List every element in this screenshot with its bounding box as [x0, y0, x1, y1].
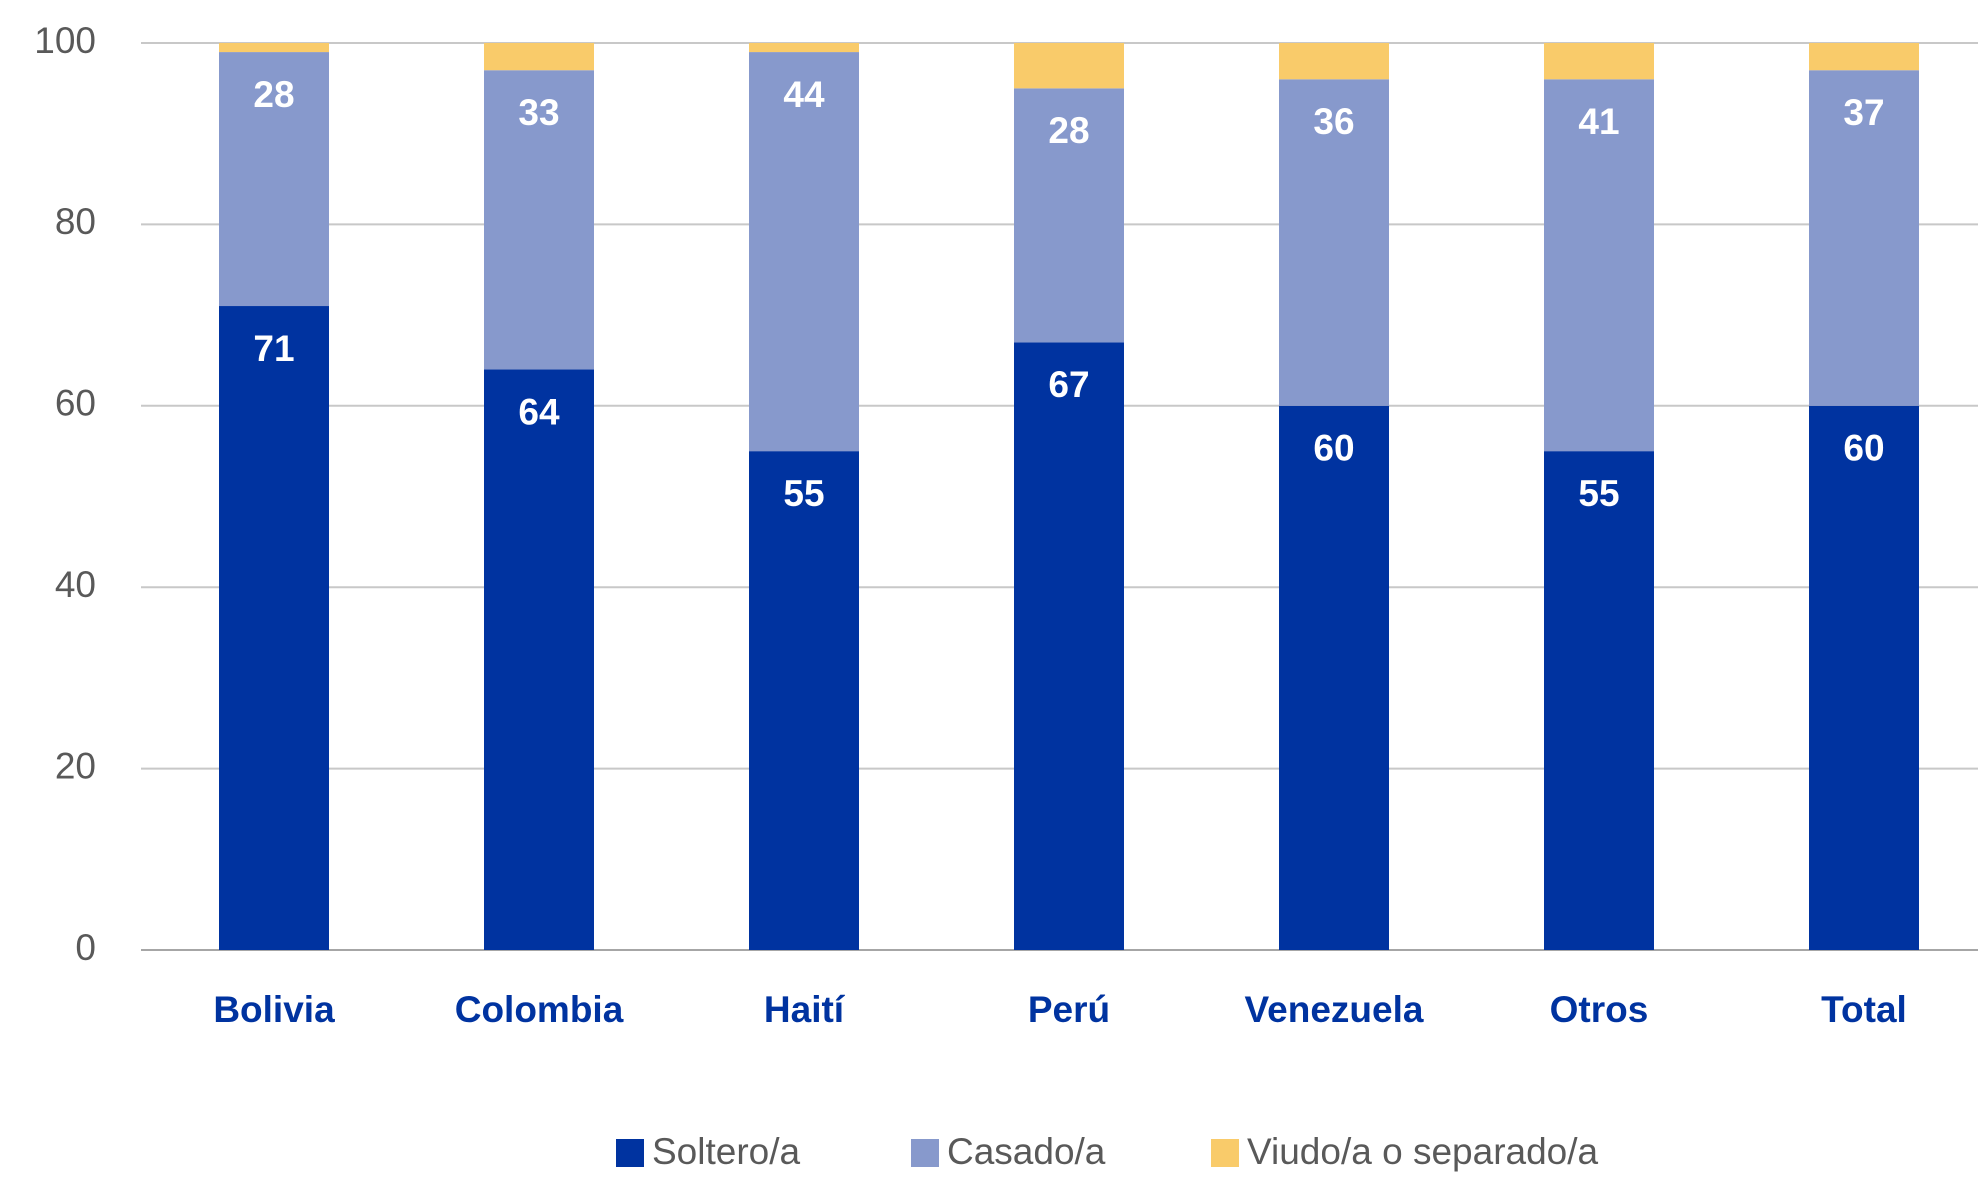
data-label: 37: [1843, 92, 1884, 133]
x-tick-label: Haití: [764, 989, 846, 1030]
bar-segment: [1279, 43, 1389, 80]
bar-segment: [1279, 79, 1389, 406]
legend-label: Soltero/a: [652, 1131, 801, 1172]
bar-segment: [1014, 342, 1124, 950]
x-tick-label: Colombia: [455, 989, 624, 1030]
bar-segment: [749, 52, 859, 452]
bar-segment: [749, 43, 859, 53]
bar-segment: [1544, 43, 1654, 80]
data-label: 36: [1313, 101, 1354, 142]
data-label: 71: [253, 328, 294, 369]
data-label: 60: [1313, 428, 1354, 469]
bar-segment: [1279, 405, 1389, 950]
y-tick-label: 60: [55, 383, 96, 424]
data-label: 44: [783, 74, 825, 115]
data-label: 41: [1578, 101, 1619, 142]
data-label: 64: [518, 391, 560, 432]
data-label: 55: [783, 473, 824, 514]
bar-segment: [1809, 70, 1919, 406]
bar-segment: [1014, 43, 1124, 89]
data-label: 33: [518, 92, 559, 133]
y-tick-label: 0: [75, 927, 96, 968]
bar-segment: [1544, 79, 1654, 452]
bar-segment: [219, 52, 329, 307]
y-tick-label: 40: [55, 564, 96, 605]
bar-segment: [484, 43, 594, 71]
bar-segment: [484, 369, 594, 950]
bar-segment: [1809, 43, 1919, 71]
legend-swatch: [911, 1139, 939, 1167]
bar-segment: [219, 306, 329, 950]
bar-segment: [484, 70, 594, 370]
legend-swatch: [1211, 1139, 1239, 1167]
bar-segment: [219, 43, 329, 53]
bar-segment: [1014, 88, 1124, 343]
bar-segment: [1809, 405, 1919, 950]
data-label: 28: [1048, 110, 1089, 151]
bar-segment: [749, 451, 859, 950]
data-label: 28: [253, 74, 294, 115]
legend-swatch: [616, 1139, 644, 1167]
bar-segment: [1544, 451, 1654, 950]
legend-label: Viudo/a o separado/a: [1247, 1131, 1599, 1172]
data-label: 55: [1578, 473, 1619, 514]
x-tick-label: Bolivia: [213, 989, 335, 1030]
data-label: 60: [1843, 428, 1884, 469]
x-tick-label: Total: [1821, 989, 1907, 1030]
x-tick-label: Venezuela: [1245, 989, 1424, 1030]
y-tick-label: 80: [55, 201, 96, 242]
y-tick-label: 20: [55, 745, 96, 786]
data-label: 67: [1048, 364, 1089, 405]
x-tick-label: Perú: [1028, 989, 1110, 1030]
x-tick-label: Otros: [1550, 989, 1649, 1030]
legend-label: Casado/a: [947, 1131, 1106, 1172]
y-tick-label: 100: [34, 20, 96, 61]
